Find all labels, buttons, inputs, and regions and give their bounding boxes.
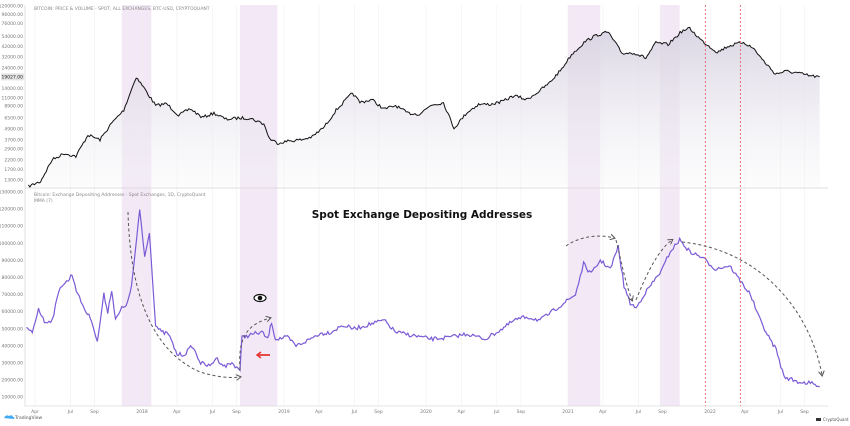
current-price-label: 19027.00 [2,74,24,80]
price-line [27,26,820,189]
addresses-panel [26,209,820,388]
x-tick-label: Jul [209,409,215,415]
price-y-tick-label: 1700.00 [4,167,23,173]
x-tick-label: Jul [777,409,783,415]
red-date-markers [704,5,741,406]
x-tick-label: Apr [31,409,39,415]
x-tick-label: 2020 [420,409,432,415]
x-tick-label: 2022 [704,409,716,415]
x-tick-label: Sep [658,409,667,415]
x-tick-label: Sep [232,409,241,415]
addresses-y-tick-label: 120000.00 [0,207,23,213]
price-area-fill [28,27,820,188]
addresses-y-tick-label: 70000.00 [2,292,24,298]
x-tick-label: Apr [741,409,749,415]
price-y-tick-label: 1300.00 [4,178,23,184]
addresses-y-tick-label: 80000.00 [2,275,24,281]
axis-labels: Apr Jul Sep 2018 Apr Jul Sep 2019 Apr Jul Sep 2020 A… [0,4,809,416]
price-y-tick-label: 4900.00 [4,126,23,132]
addresses-y-tick-label: 20000.00 [2,378,24,384]
highlight-band [240,5,278,406]
x-tick-label: Jul [635,409,641,415]
tradingview-logo: TradingView [4,415,43,421]
x-tick-label: 2018 [136,409,148,415]
price-y-tick-label: 120000.00 [0,4,23,10]
addresses-y-tick-label: 50000.00 [2,326,24,332]
current-price-badge [1,73,24,81]
red-arrow-icon [255,351,270,359]
x-tick-label: Sep [90,409,99,415]
x-tick-label: Apr [315,409,323,415]
x-tick-label: Apr [173,409,181,415]
price-y-tick-label: 3700.00 [4,137,23,143]
addresses-y-tick-label: 40000.00 [2,343,24,349]
price-y-tick-label: 6500.00 [4,116,23,122]
price-y-tick-label: 32000.00 [2,54,24,60]
price-y-tick-label: 42000.00 [2,44,24,50]
dashed-arrow-jump [239,318,270,371]
x-tick-label: Sep [374,409,383,415]
x-tick-label: 2021 [562,409,574,415]
addresses-y-tick-label: 90000.00 [2,258,24,264]
price-y-tick-label: 24000.00 [2,65,24,71]
price-y-tick-label: 2900.00 [4,147,23,153]
cryptoquant-logo: CryptoQuant [816,417,849,422]
addresses-y-tick-label: 60000.00 [2,309,24,315]
annotations [127,211,822,377]
dashed-arrow-decline [127,211,240,377]
x-tick-label: Jul [493,409,499,415]
dashed-arrow-2021-top [565,236,614,247]
dashed-arrow-2021-rise [635,240,672,301]
addresses-line [26,209,820,388]
price-y-tick-label: 2200.00 [4,157,23,163]
dashed-arrow-2022-decline [681,241,822,375]
price-y-tick-label: 14000.00 [2,86,24,92]
addresses-y-tick-label: 10000.00 [2,395,24,401]
price-y-tick-label: 96000.00 [2,12,24,18]
price-y-tick-label: 11000.00 [2,95,24,101]
x-tick-label: Jul [351,409,357,415]
price-chart-caption: BITCOIN: PRICE & VOLUME - SPOT, ALL EXCH… [34,6,210,12]
x-tick-label: Jul [67,409,73,415]
price-panel [27,26,820,189]
x-tick-label: Apr [599,409,607,415]
addresses-y-tick-label: 130000.00 [0,190,23,196]
highlight-band [121,5,152,406]
price-y-tick-label: 76000.00 [2,21,24,27]
addresses-y-tick-label: 30000.00 [2,361,24,367]
eye-icon [253,293,267,303]
addresses-y-tick-label: 100000.00 [0,241,23,247]
tradingview-label: TradingView [14,415,43,421]
cryptoquant-label: CryptoQuant [823,417,849,422]
x-tick-label: Sep [517,409,526,415]
x-tick-label: 2019 [278,409,290,415]
indicator-sub-caption: MMA (7) [34,198,53,204]
x-tick-label: Sep [800,409,809,415]
price-y-tick-label: 54000.00 [2,34,24,40]
indicator-caption: Bitcoin: Exchange Depositing Addresses ·… [34,192,206,198]
chart-title: Spot Exchange Depositing Addresses [312,209,532,221]
dashed-arrow-2021-drop [615,239,632,300]
x-tick-label: Apr [458,409,466,415]
addresses-y-tick-label: 110000.00 [0,224,23,230]
price-y-tick-label: 8900.00 [4,104,23,110]
